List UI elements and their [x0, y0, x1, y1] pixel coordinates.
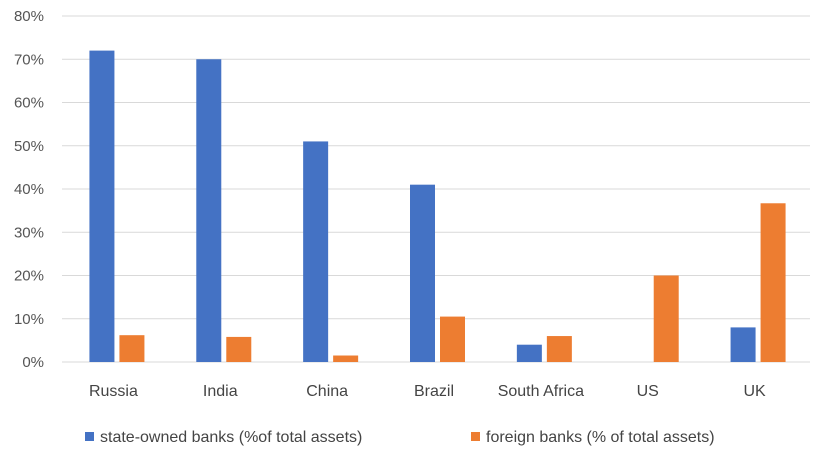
bar-foreign-brazil — [440, 316, 465, 362]
bar-state-owned-uk — [730, 327, 756, 362]
bar-state-owned-russia — [89, 50, 115, 362]
bar-foreign-uk — [760, 203, 786, 362]
bar-state-owned-brazil — [410, 184, 435, 362]
x-category-label: India — [203, 383, 238, 400]
bar-state-owned-south-africa — [516, 344, 542, 362]
bar-foreign-us — [653, 275, 679, 362]
x-category-label: China — [306, 383, 348, 400]
y-tick-label: 50% — [14, 138, 44, 155]
x-category-label: UK — [743, 383, 766, 400]
y-tick-label: 80% — [14, 8, 44, 25]
x-category-label: US — [637, 383, 659, 400]
legend-swatch — [471, 432, 480, 441]
bar-state-owned-india — [196, 59, 222, 362]
bars — [89, 50, 786, 362]
bar-foreign-india — [226, 336, 252, 362]
bar-foreign-china — [333, 355, 359, 362]
y-tick-label: 10% — [14, 311, 44, 328]
x-category-label: Brazil — [414, 383, 454, 400]
legend: state-owned banks (%of total assets) fore… — [85, 429, 715, 446]
legend-swatch — [85, 432, 94, 441]
y-tick-label: 60% — [14, 95, 44, 112]
bar-state-owned-china — [303, 141, 329, 362]
x-category-label: South Africa — [498, 383, 584, 400]
bar-foreign-russia — [119, 335, 145, 362]
legend-label: state-owned banks (%of total assets) — [100, 429, 362, 446]
y-tick-label: 40% — [14, 181, 44, 198]
bar-foreign-south-africa — [546, 336, 572, 362]
legend-label: foreign banks (% of total assets) — [486, 429, 715, 446]
y-tick-label: 0% — [22, 354, 44, 371]
gridlines — [62, 15, 810, 363]
x-category-label: Russia — [89, 383, 138, 400]
y-tick-label: 30% — [14, 224, 44, 241]
y-tick-label: 70% — [14, 51, 44, 68]
y-axis-ticks: 0% 10% 20% 30% 40% 50% 60% 70% 80% — [14, 8, 44, 371]
y-tick-label: 20% — [14, 268, 44, 285]
x-axis-categories: Russia India China Brazil South Africa US UK — [89, 383, 766, 400]
